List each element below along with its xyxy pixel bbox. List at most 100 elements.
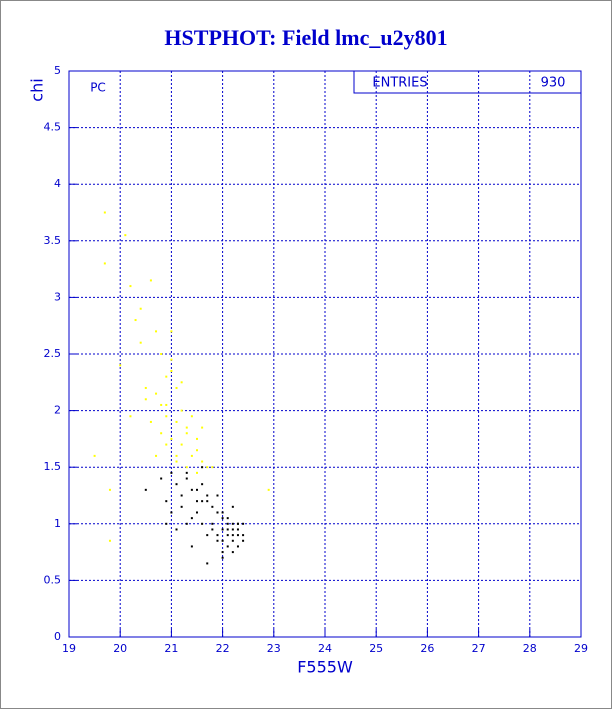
point: [155, 330, 158, 333]
y-tick-label: 0: [54, 630, 61, 643]
point: [190, 454, 193, 457]
y-tick-label: 3.5: [44, 234, 62, 247]
point: [206, 494, 209, 497]
point: [149, 420, 152, 423]
point: [165, 375, 168, 378]
x-tick-label: 28: [523, 642, 537, 655]
point: [190, 415, 193, 418]
point: [196, 511, 198, 514]
point: [196, 488, 198, 491]
x-tick-label: 24: [318, 642, 332, 655]
point: [211, 528, 214, 531]
point: [139, 341, 142, 344]
point: [175, 420, 178, 423]
y-tick-label: 2: [54, 404, 61, 417]
point: [139, 307, 142, 310]
point: [211, 466, 214, 469]
x-tick-label: 19: [62, 642, 76, 655]
point: [201, 500, 204, 503]
point: [185, 477, 188, 480]
point: [170, 471, 173, 474]
point: [170, 358, 173, 361]
y-tick-label: 3: [54, 290, 61, 303]
point: [155, 392, 158, 395]
point: [175, 483, 178, 486]
stats-label: ENTRIES: [372, 76, 427, 91]
point: [180, 381, 183, 384]
point: [216, 494, 219, 497]
y-tick-label: 4: [54, 177, 61, 190]
point: [206, 534, 209, 537]
point: [221, 539, 224, 542]
point: [226, 528, 229, 531]
point: [93, 454, 96, 457]
point: [221, 517, 224, 520]
point: [236, 528, 239, 531]
point: [226, 517, 229, 520]
point: [165, 443, 168, 446]
stats-value: 930: [541, 76, 566, 91]
x-tick-label: 22: [216, 642, 230, 655]
point: [231, 539, 234, 542]
point: [226, 545, 229, 548]
point: [221, 551, 224, 554]
point: [190, 517, 193, 520]
point: [134, 319, 137, 322]
point: [242, 539, 245, 542]
point: [185, 522, 188, 525]
point: [155, 454, 158, 457]
point: [170, 369, 173, 372]
point: [196, 449, 198, 452]
point: [160, 477, 163, 480]
point: [236, 522, 239, 525]
point: [216, 511, 219, 514]
point: [165, 500, 168, 503]
point: [165, 522, 168, 525]
point: [201, 466, 204, 469]
point: [108, 488, 111, 491]
point: [206, 500, 209, 503]
point: [160, 353, 163, 355]
point: [185, 471, 188, 474]
point: [165, 403, 168, 406]
point: [170, 330, 173, 333]
point: [175, 528, 178, 531]
y-tick-label: 1.5: [44, 460, 62, 473]
point: [165, 415, 168, 418]
point: [180, 505, 183, 508]
point: [160, 403, 163, 406]
point: [180, 443, 183, 446]
point: [180, 409, 183, 412]
y-tick-label: 5: [54, 64, 61, 77]
point: [242, 534, 245, 537]
point: [129, 285, 132, 288]
y-tick-label: 4.5: [44, 121, 62, 134]
point: [236, 545, 239, 548]
x-tick-label: 20: [113, 642, 127, 655]
y-tick-label: 2.5: [44, 347, 62, 360]
point: [170, 437, 173, 440]
point: [180, 494, 183, 497]
point: [226, 534, 229, 537]
point: [242, 522, 245, 525]
point: [226, 522, 229, 525]
point: [196, 500, 198, 503]
x-tick-label: 25: [369, 642, 383, 655]
point: [211, 522, 214, 525]
x-tick-label: 21: [164, 642, 178, 655]
point: [185, 426, 188, 429]
point: [221, 556, 224, 559]
point: [221, 511, 224, 514]
point: [103, 262, 106, 265]
point: [144, 386, 147, 389]
point: [149, 279, 152, 282]
point: [175, 454, 178, 457]
point: [216, 539, 219, 542]
point: [170, 511, 173, 514]
point: [201, 460, 204, 463]
point: [231, 534, 234, 537]
point: [201, 426, 204, 429]
point: [103, 211, 106, 214]
point: [129, 415, 132, 418]
